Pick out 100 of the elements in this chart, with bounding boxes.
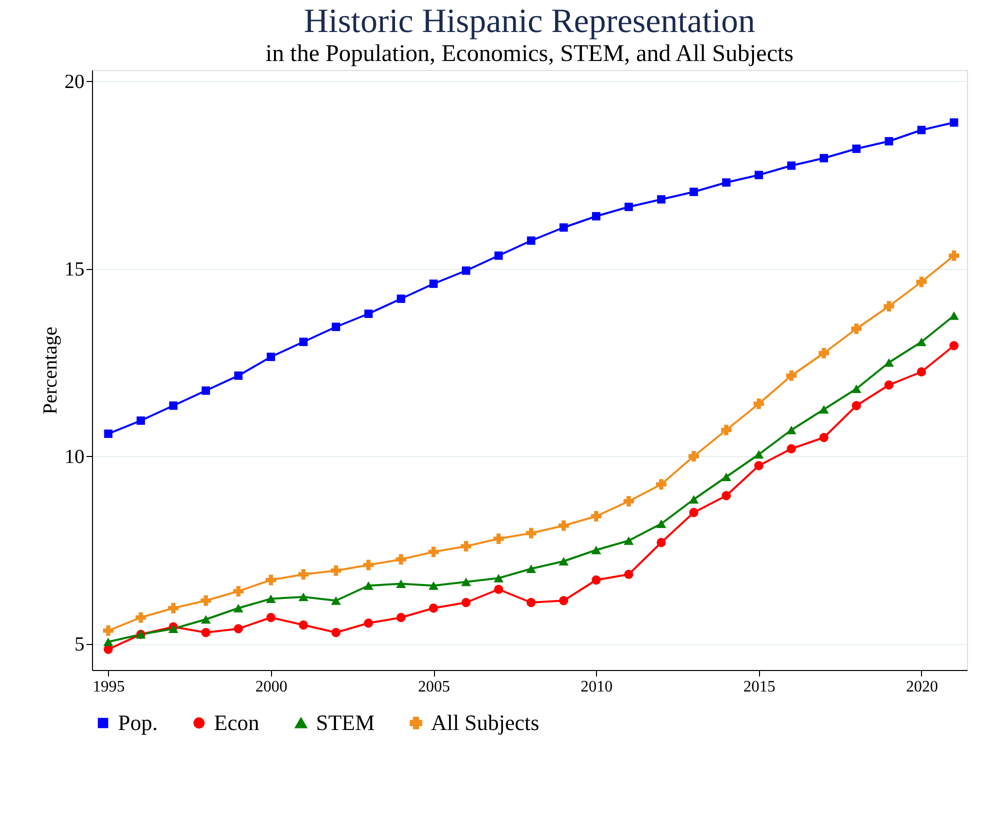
point xyxy=(818,405,829,414)
point xyxy=(298,620,308,630)
x-tick-label: 2000 xyxy=(255,678,288,696)
chart-title: Historic Hispanic Representation xyxy=(304,3,756,40)
point xyxy=(818,348,830,358)
point xyxy=(787,161,796,170)
point xyxy=(363,560,374,570)
point xyxy=(526,598,536,608)
point xyxy=(200,595,212,606)
point xyxy=(592,212,600,220)
point xyxy=(233,604,244,612)
point xyxy=(624,570,634,579)
point xyxy=(786,426,796,434)
point xyxy=(916,338,926,346)
point xyxy=(592,575,601,585)
point xyxy=(884,358,894,367)
point xyxy=(201,628,210,638)
point xyxy=(103,638,114,646)
point xyxy=(722,178,730,187)
point xyxy=(266,574,276,586)
point xyxy=(364,581,374,590)
point xyxy=(526,236,536,245)
point xyxy=(950,118,958,127)
point xyxy=(396,579,406,588)
point xyxy=(721,472,732,482)
point xyxy=(266,612,276,622)
legend-label: All Subjects xyxy=(431,710,540,735)
point xyxy=(851,324,862,334)
y-tick-label: 5 xyxy=(74,633,84,656)
point xyxy=(656,538,666,548)
point xyxy=(819,432,828,442)
point xyxy=(266,352,276,362)
point xyxy=(233,586,244,596)
point xyxy=(689,508,698,518)
point xyxy=(526,528,536,538)
point xyxy=(949,341,959,350)
point xyxy=(820,154,828,162)
point xyxy=(559,223,568,232)
point xyxy=(656,519,666,528)
y-tick-label: 20 xyxy=(64,70,84,93)
point xyxy=(460,541,472,552)
point xyxy=(754,461,764,470)
y-tick-label: 10 xyxy=(64,446,84,468)
point xyxy=(234,371,243,380)
point xyxy=(169,401,178,410)
point xyxy=(526,564,536,574)
point xyxy=(916,367,926,376)
point xyxy=(917,126,926,134)
point xyxy=(298,592,308,602)
point xyxy=(948,250,960,261)
point xyxy=(591,546,602,554)
chart-subtitle: in the Population, Economics, STEM, and All Subjects xyxy=(266,41,794,67)
point xyxy=(428,604,438,613)
x-tick-label: 2020 xyxy=(906,678,938,696)
point xyxy=(624,202,633,212)
point xyxy=(688,451,700,462)
point xyxy=(688,495,699,504)
point xyxy=(429,280,438,288)
point xyxy=(136,612,146,623)
point xyxy=(884,137,894,146)
point xyxy=(494,584,504,594)
point xyxy=(690,188,698,196)
point xyxy=(722,491,731,500)
point xyxy=(852,144,861,153)
point xyxy=(754,398,764,409)
point xyxy=(786,370,797,381)
point xyxy=(884,301,894,312)
point xyxy=(298,569,309,580)
y-axis-title: Percentage xyxy=(40,326,62,414)
point xyxy=(559,596,568,606)
point xyxy=(396,612,406,622)
point xyxy=(136,416,145,425)
point xyxy=(396,294,406,303)
point xyxy=(624,536,634,545)
point xyxy=(656,479,666,490)
point xyxy=(330,565,342,576)
legend-label: Econ xyxy=(214,710,260,735)
point xyxy=(558,556,569,566)
point xyxy=(590,511,602,522)
point xyxy=(623,496,634,506)
point xyxy=(786,444,796,454)
x-tick-label: 1995 xyxy=(92,678,125,696)
x-tick-label: 2010 xyxy=(580,678,613,696)
point xyxy=(884,380,894,390)
point xyxy=(462,266,470,275)
point xyxy=(494,574,504,582)
point xyxy=(104,430,112,438)
point xyxy=(103,625,114,636)
point xyxy=(331,628,341,638)
x-tick-label: 2005 xyxy=(418,678,450,696)
point xyxy=(494,251,503,260)
point xyxy=(234,624,243,634)
point xyxy=(493,534,504,544)
point xyxy=(428,581,438,590)
point xyxy=(657,195,666,204)
point xyxy=(949,311,959,320)
point xyxy=(558,520,569,531)
point xyxy=(299,338,308,346)
point xyxy=(168,602,179,614)
y-tick-label: 15 xyxy=(64,258,84,280)
